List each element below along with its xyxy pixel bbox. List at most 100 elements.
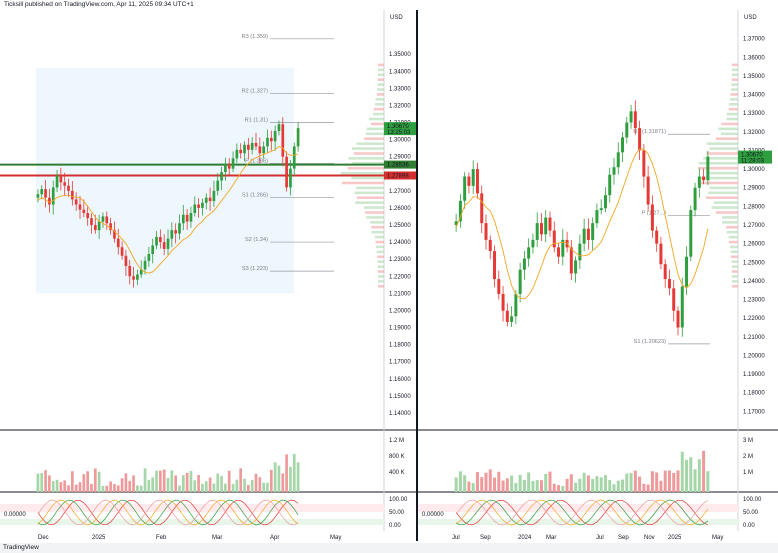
candle-body: [86, 213, 89, 219]
candle-body: [706, 156, 710, 181]
volume-profile-bar: [709, 186, 738, 190]
right-chart-pane[interactable]: USD 1.37000 1.36000 1.35000 1.34000 1.33000 1.…: [418, 10, 778, 541]
volume-bar: [101, 485, 105, 492]
volume-bar: [586, 475, 590, 492]
volume-profile-bar: [715, 137, 738, 140]
volume-bar: [702, 450, 706, 492]
volume-bar: [120, 478, 124, 492]
volume-profile-bar: [353, 152, 384, 155]
candle-body: [250, 143, 254, 150]
candle-body: [224, 163, 227, 173]
left-chart-svg[interactable]: USD1.350001.340001.330001.320001.310001.…: [0, 10, 416, 541]
support-price-label: 1.28536: [387, 163, 409, 169]
volume-profile-bar: [728, 235, 738, 239]
volume-bar: [63, 480, 67, 492]
candle-body: [535, 223, 539, 240]
osc-overbought-band: [0, 504, 384, 512]
volume-bar: [296, 462, 300, 492]
candle-body: [689, 210, 693, 257]
candle-body: [247, 144, 250, 150]
volume-bar: [151, 477, 155, 492]
candle-body: [239, 149, 243, 154]
time-axis-label: Jul: [596, 535, 604, 541]
candle-body: [467, 176, 471, 186]
candle-body: [561, 239, 565, 257]
candle-body: [505, 310, 509, 322]
volume-bar: [565, 478, 569, 492]
volume-profile-bar: [698, 166, 738, 170]
candle-body: [216, 180, 220, 191]
candle-body: [480, 193, 484, 224]
price-tick-label: 1.29000: [389, 155, 411, 161]
volume-profile-bar: [355, 201, 384, 204]
pivot-level-label: R2 (1.327): [242, 88, 269, 94]
volume-bar: [90, 483, 93, 492]
volume-bar: [185, 472, 189, 492]
candle-body: [612, 167, 616, 175]
price-tick-label: 1.24000: [389, 240, 411, 246]
candle-body: [548, 217, 552, 231]
candle-body: [642, 150, 646, 177]
volume-profile-bar: [366, 216, 384, 219]
volume-bar: [680, 451, 684, 492]
volume-bar: [147, 480, 151, 492]
pane-divider[interactable]: [416, 10, 418, 541]
left-chart-pane[interactable]: USD1.350001.340001.330001.320001.310001.…: [0, 10, 416, 541]
volume-profile-bar: [726, 117, 738, 121]
price-tick-label: 1.30000: [389, 138, 411, 144]
volume-bar: [625, 473, 629, 492]
price-tick-label: 1.20000: [389, 308, 411, 314]
volume-profile-bar: [728, 107, 738, 111]
candle-body: [231, 158, 235, 169]
volume-bar: [599, 477, 603, 492]
candle-body: [139, 269, 143, 275]
volume-bar: [505, 478, 509, 492]
volume-bar: [124, 473, 128, 492]
candle-body: [599, 208, 603, 211]
volume-bar: [650, 471, 654, 492]
price-tick-label: 1.19000: [389, 326, 411, 332]
volume-profile-bar: [731, 83, 738, 86]
candle-body: [578, 243, 582, 261]
volume-bar: [36, 473, 40, 492]
volume-profile-bar: [731, 280, 738, 283]
volume-profile-bar: [711, 206, 738, 209]
volume-axis-label: 3 M: [743, 438, 753, 444]
candle-body: [90, 218, 93, 225]
candle-body: [497, 279, 501, 294]
volume-profile-bar: [365, 132, 384, 136]
right-chart-svg[interactable]: USD 1.37000 1.36000 1.35000 1.34000 1.33000 1.…: [418, 10, 778, 541]
resistance-price-label: 1.27898: [387, 173, 409, 179]
volume-profile-bar: [700, 176, 738, 180]
candle-body: [59, 175, 63, 183]
candle-body: [151, 245, 155, 255]
volume-bar: [48, 475, 51, 492]
candle-body: [676, 310, 680, 328]
volume-profile-bar: [731, 265, 738, 268]
candle-body: [697, 176, 701, 188]
candle-body: [531, 239, 535, 248]
volume-profile-bar: [366, 127, 384, 131]
pivot-level-label: P (1.286): [245, 159, 268, 165]
volume-bar: [250, 479, 254, 492]
volume-bar: [458, 471, 462, 492]
pivot-level-label: R3 (1.359): [242, 34, 269, 40]
volume-profile-bar: [731, 78, 738, 81]
time-axis-label: Feb: [156, 535, 167, 541]
volume-bar: [693, 469, 697, 492]
price-tick-label: 1.32000: [743, 130, 765, 136]
volume-bar: [493, 477, 497, 492]
volume-bar: [254, 473, 258, 492]
candle-body: [646, 176, 650, 205]
volume-bar: [518, 474, 522, 492]
candle-body: [116, 238, 120, 248]
osc-axis-label: 100.00: [389, 497, 408, 503]
volume-profile-bar: [354, 191, 384, 195]
candle-body: [685, 256, 689, 287]
candle-body: [48, 197, 51, 205]
oscillator-line: [37, 499, 299, 526]
price-tick-label: 1.18000: [743, 391, 765, 397]
volume-profile-bar: [352, 147, 384, 150]
volume-profile-bar: [369, 117, 384, 121]
volume-bar: [247, 485, 250, 492]
